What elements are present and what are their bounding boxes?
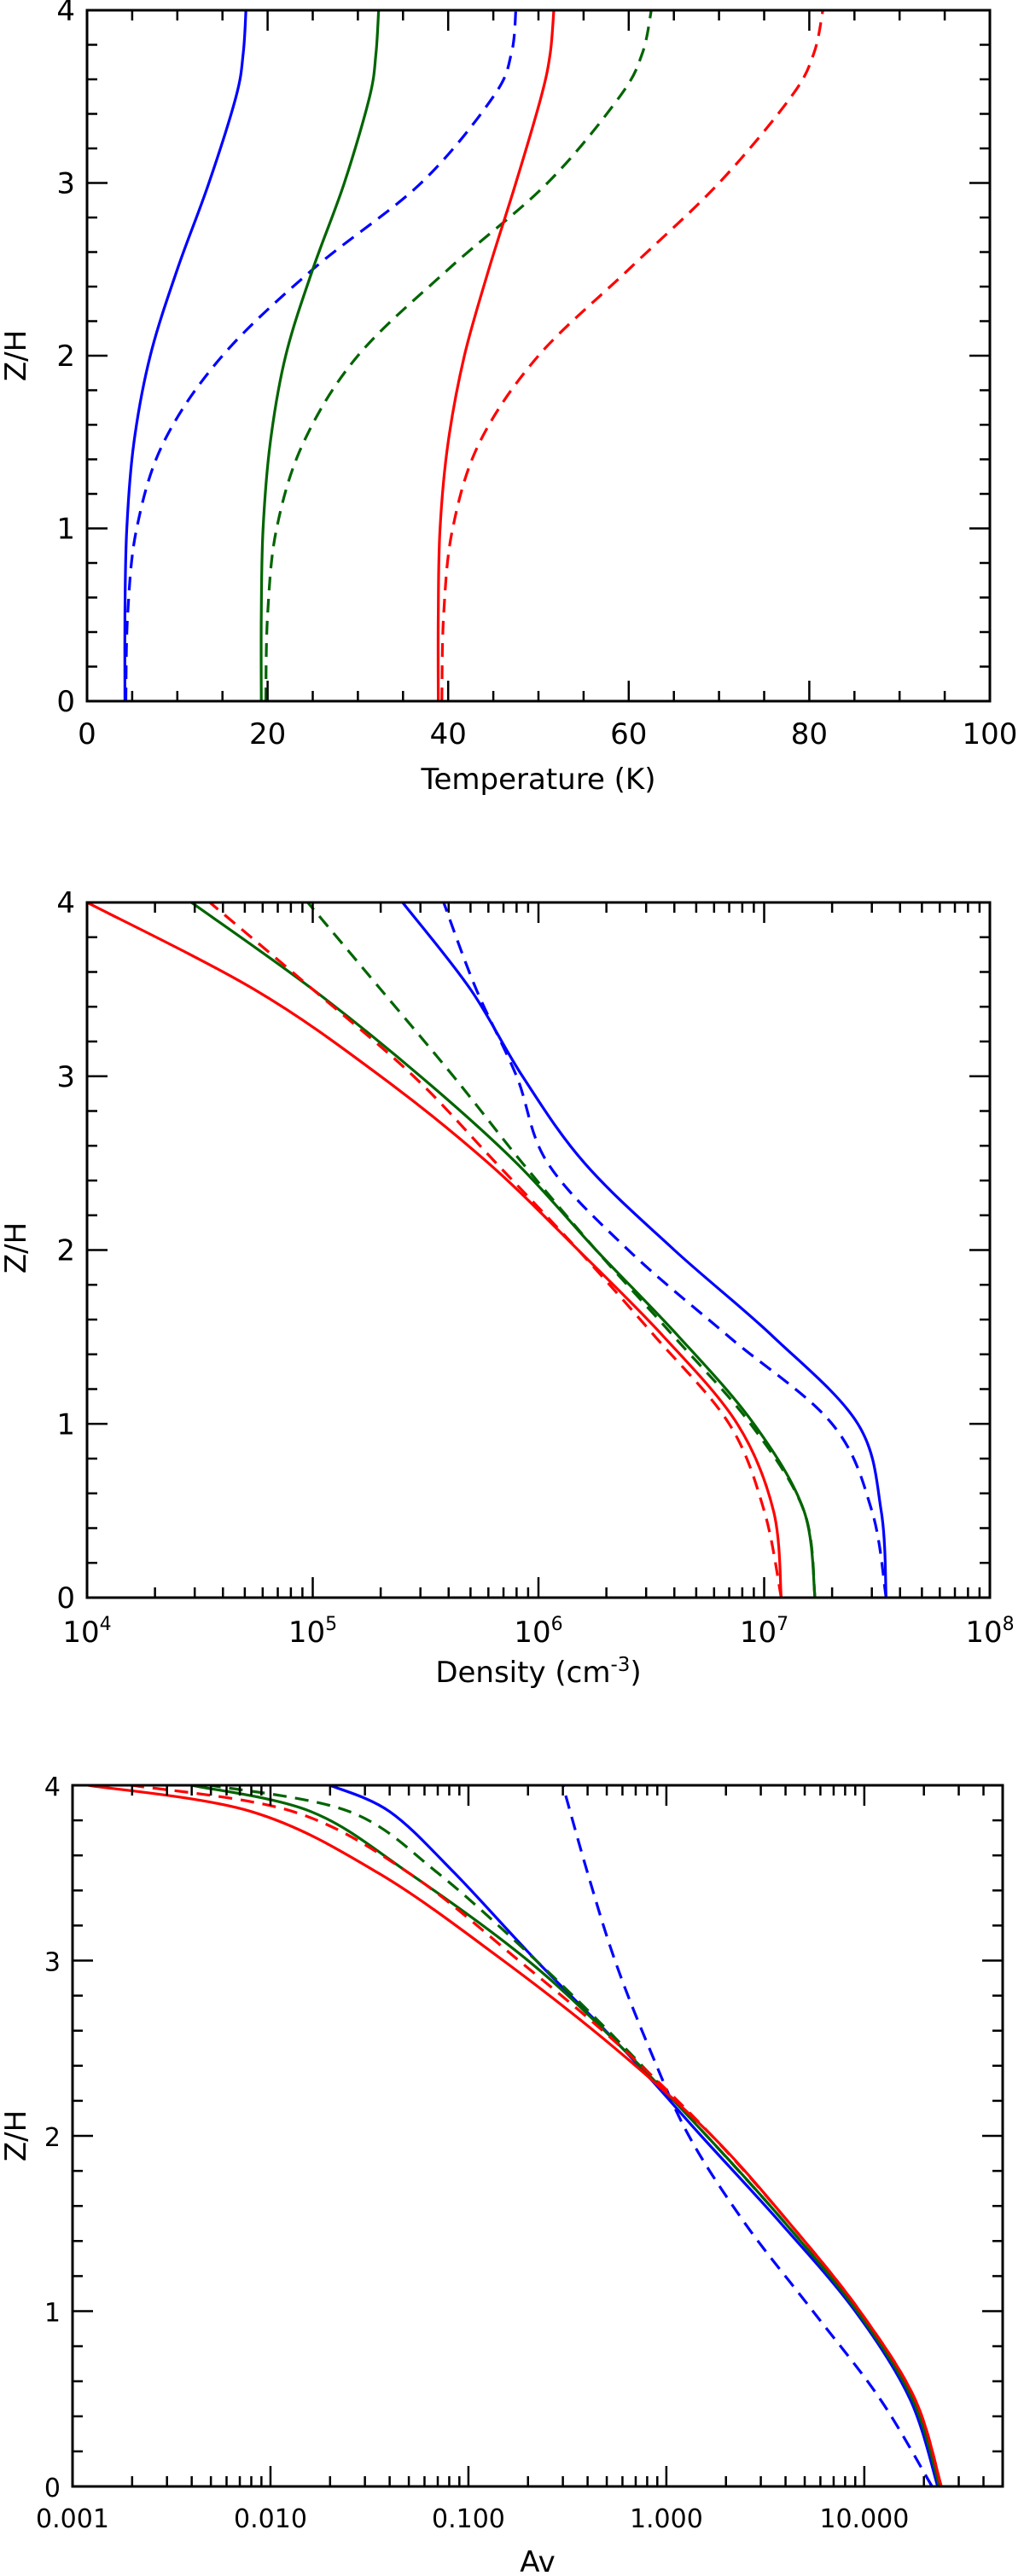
y-tick-label-temperature-1: 1 [56,513,75,547]
plot-frame-density [85,901,992,1599]
x-tick-label-density-3: 107 [740,1614,788,1650]
x-tick-label-density-0: 104 [62,1614,111,1650]
y-tick-label-av-1: 1 [44,2299,61,2329]
x-tick-label-av-3: 1.000 [630,2504,703,2534]
x-tick-label-temperature-4: 80 [791,717,828,751]
y-axis-title-av: Z/H [0,2110,33,2161]
series-line-temperature-3 [259,10,381,701]
series-line-av-6 [131,1785,943,2486]
x-axis-title-av: Av [520,2545,555,2576]
x-tick-label-base-density-0: 10 [62,1616,99,1650]
series-line-temperature-5 [436,10,556,701]
series-line-temperature-2 [124,10,518,701]
y-tick-label-av-4: 4 [44,1772,61,1802]
panel-av: 0.001 0.010 0.100 1.000 10.000 0 1 2 3 4 Av Z/H [0,1772,1004,2576]
series-line-density-3 [190,902,817,1598]
series-line-temperature-1 [123,10,247,701]
y-axis-title-density: Z/H [0,1222,33,1273]
y-tick-label-density-4: 4 [56,886,75,920]
y-tick-label-temperature-2: 2 [56,339,75,374]
plot-frame-av [71,1784,1004,2488]
y-tick-label-density-3: 3 [56,1060,75,1094]
x-tick-label-exp-density-4: 8 [1003,1614,1015,1635]
y-tick-label-density-2: 2 [56,1234,75,1268]
plot-area-temperature [123,10,824,701]
x-tick-label-temperature-2: 40 [430,717,467,751]
series-line-av-4 [210,1785,941,2486]
x-tick-label-temperature-3: 60 [610,717,647,751]
series-layer-temperature [123,10,824,701]
x-tick-label-av-0: 0.001 [36,2504,109,2534]
x-axis-title-density-sup: -3 [610,1654,630,1676]
x-axis-title-temperature: Temperature (K) [420,763,655,797]
series-line-density-5 [87,902,783,1598]
x-tick-label-exp-density-3: 7 [777,1614,788,1635]
x-tick-label-temperature-5: 100 [963,717,1018,751]
x-tick-label-base-density-3: 10 [740,1616,777,1650]
x-tick-label-density-2: 106 [514,1614,562,1650]
panel-temperature: 0 20 40 60 80 100 0 1 2 3 4 Temperature (K) Z/H [0,0,1017,797]
series-layer-av [88,1785,943,2486]
y-axis-title-temperature: Z/H [0,330,33,381]
y-tick-label-temperature-4: 4 [56,0,75,28]
ticks-temperature: 0 20 40 60 80 100 0 1 2 3 4 [56,0,1017,751]
series-layer-density [87,902,887,1598]
series-line-temperature-4 [264,10,653,701]
y-tick-label-av-0: 0 [44,2474,61,2503]
series-line-density-1 [401,902,887,1598]
plot-frame-temperature [85,9,992,703]
series-line-temperature-6 [440,10,824,701]
x-axis-title-density-main: Density (cm [435,1656,610,1690]
ticks-av: 0.001 0.010 0.100 1.000 10.000 0 1 2 3 4 [36,1772,1003,2534]
x-tick-label-base-density-4: 10 [965,1616,1002,1650]
x-tick-label-exp-density-0: 4 [100,1614,112,1635]
series-line-density-6 [208,902,783,1598]
x-tick-label-density-4: 108 [965,1614,1014,1650]
x-tick-label-temperature-1: 20 [249,717,286,751]
series-line-av-3 [191,1785,941,2486]
x-axis-title-density: Density (cm-3) [435,1654,641,1690]
series-line-density-4 [306,902,817,1598]
y-tick-label-temperature-3: 3 [56,167,75,201]
plot-area-av [88,1785,943,2486]
y-tick-label-av-3: 3 [44,1948,61,1978]
x-tick-label-exp-density-1: 5 [325,1614,337,1635]
series-line-av-1 [329,1785,940,2486]
series-line-av-5 [88,1785,943,2486]
x-tick-label-base-density-2: 10 [514,1616,550,1650]
y-tick-label-density-0: 0 [56,1581,75,1616]
y-tick-label-density-1: 1 [56,1407,75,1442]
series-line-density-2 [442,902,887,1598]
series-line-av-2 [561,1785,934,2486]
y-tick-label-av-2: 2 [44,2123,61,2153]
x-tick-label-exp-density-2: 6 [551,1614,563,1635]
x-tick-label-av-1: 0.010 [234,2504,307,2534]
x-tick-label-base-density-1: 10 [288,1616,325,1650]
y-tick-label-temperature-0: 0 [56,685,75,719]
x-tick-label-av-4: 10.000 [819,2504,909,2534]
x-tick-label-temperature-0: 0 [78,717,96,751]
plot-area-density [87,902,887,1598]
x-tick-label-av-2: 0.100 [432,2504,505,2534]
x-axis-title-density-suffix: ) [630,1656,641,1690]
x-tick-label-density-1: 105 [288,1614,337,1650]
